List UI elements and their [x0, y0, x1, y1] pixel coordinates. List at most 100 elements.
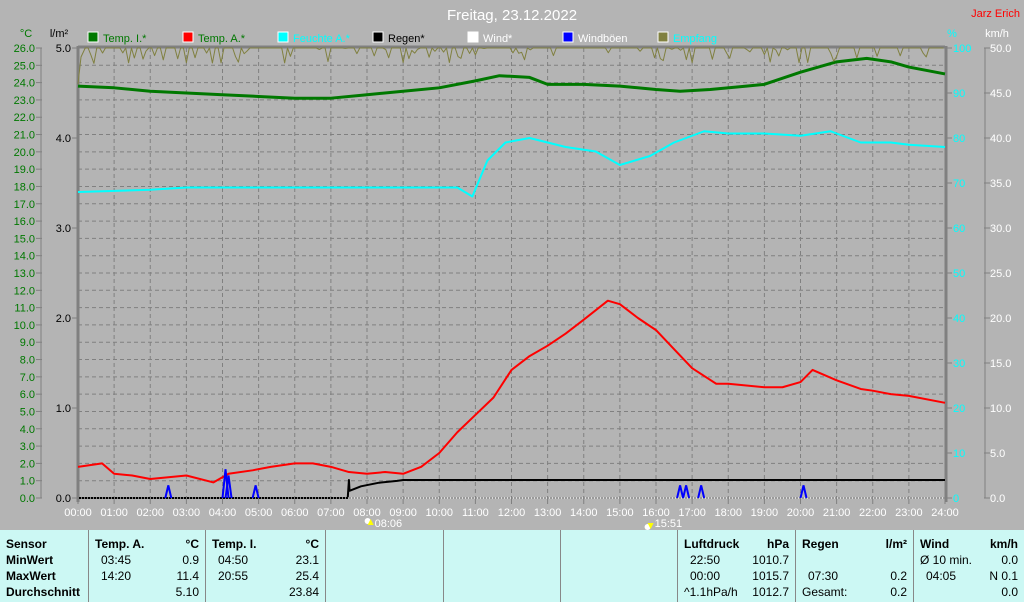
humidity-tick-label: 90 [953, 88, 965, 100]
chart-title: Freitag, 23.12.2022 [447, 7, 577, 24]
legend-swatch [182, 31, 194, 43]
rain-tick-label: 1.0 [56, 403, 71, 415]
temp-tick-label: 25.0 [14, 60, 35, 72]
min-time: 03:45 [101, 553, 132, 567]
series-windböen-spike [676, 485, 685, 499]
x-tick-label: 22:00 [859, 507, 887, 519]
series-feuchte-a [77, 130, 946, 198]
wind-tick-label: 45.0 [990, 88, 1011, 100]
x-tick-label: 17:00 [678, 507, 706, 519]
label-max: MaxWert [6, 569, 56, 583]
max-value: 11.4 [176, 569, 199, 583]
series-empfang [77, 47, 944, 85]
rain-tick-label: 0.0 [56, 493, 71, 505]
legend-label: Empfang [673, 33, 717, 45]
stats-table: Sensor MinWert MaxWert Durchschnitt Temp… [0, 530, 1024, 602]
max-value: 1015.7 [752, 569, 789, 583]
temp-tick-label: 1.0 [20, 476, 35, 488]
unit-rain: l/m² [885, 537, 907, 551]
wind-tick-label: 20.0 [990, 313, 1011, 325]
x-tick-label: 07:00 [317, 507, 345, 519]
col-luftdruck: Luftdruck hPa 22:50 1010.7 00:00 1015.7 ^1.… [677, 530, 795, 602]
humidity-tick-label: 0 [953, 493, 959, 505]
temp-tick-label: 20.0 [14, 147, 35, 159]
total-value: 0.2 [890, 585, 907, 599]
wind-tick-label: 15.0 [990, 358, 1011, 370]
avg-value: 1012.7 [752, 585, 789, 599]
unit-temp-a: °C [185, 537, 199, 551]
x-tick-label: 00:00 [64, 507, 92, 519]
x-tick-label: 20:00 [787, 507, 815, 519]
rain-axis-unit: l/m² [50, 28, 69, 40]
temp-tick-label: 11.0 [14, 303, 35, 315]
unit-kmh: km/h [989, 537, 1018, 551]
min-value: 1010.7 [752, 553, 789, 567]
series-windböen-spike [164, 485, 173, 499]
col-empty-1 [325, 530, 443, 602]
wind-tick-label: 10.0 [990, 403, 1011, 415]
x-tick-label: 08:00 [353, 507, 381, 519]
hdr-regen: Regen [802, 537, 839, 551]
sunset-label: 15:51 [655, 518, 683, 530]
max-time: 14:20 [101, 569, 132, 583]
temp-tick-label: 26.0 [14, 43, 35, 55]
min-time: 22:50 [690, 553, 721, 567]
series-windböen-spike [251, 485, 260, 499]
legend-label: Wind* [483, 33, 513, 45]
wind-tick-label: 30.0 [990, 223, 1011, 235]
humidity-tick-label: 40 [953, 313, 965, 325]
legend-label: Temp. I.* [103, 33, 147, 45]
x-tick-label: 15:00 [606, 507, 634, 519]
avg-label: Ø 10 min. [920, 553, 973, 567]
x-tick-label: 06:00 [281, 507, 309, 519]
temp-tick-label: 19.0 [14, 164, 35, 176]
x-tick-label: 09:00 [389, 507, 417, 519]
temp-tick-label: 14.0 [14, 251, 35, 263]
legend-label: Regen* [388, 33, 425, 45]
temp-tick-label: 24.0 [14, 78, 35, 90]
x-tick-label: 12:00 [498, 507, 526, 519]
series-temp-i [77, 56, 946, 100]
legend-label: Windböen [578, 33, 628, 45]
x-tick-label: 21:00 [823, 507, 851, 519]
x-tick-label: 04:00 [209, 507, 237, 519]
legend-swatch [562, 31, 574, 43]
humidity-tick-label: 10 [953, 448, 965, 460]
max-value: 0.2 [890, 569, 907, 583]
col-regen: Regen l/m² 07:30 0.2 Gesamt: 0.2 [795, 530, 913, 602]
avg-value: 5.10 [175, 585, 199, 599]
wind-tick-label: 50.0 [990, 43, 1011, 55]
hdr-temp-i: Temp. I. [212, 537, 257, 551]
temp-tick-label: 17.0 [14, 199, 35, 211]
x-tick-label: 23:00 [895, 507, 923, 519]
wind-tick-label: 40.0 [990, 133, 1011, 145]
rain-tick-label: 5.0 [56, 43, 71, 55]
temp-tick-label: 13.0 [14, 268, 35, 280]
x-tick-label: 16:00 [642, 507, 670, 519]
max-time: 00:00 [690, 569, 721, 583]
x-tick-label: 14:00 [570, 507, 598, 519]
temp-tick-label: 3.0 [20, 441, 35, 453]
humidity-tick-label: 50 [953, 268, 965, 280]
rain-tick-label: 2.0 [56, 313, 71, 325]
author-label: Jarz Erich [971, 8, 1020, 20]
temp-tick-label: 22.0 [14, 112, 35, 124]
temp-tick-label: 5.0 [20, 406, 35, 418]
weather-chart: Freitag, 23.12.2022 Jarz Erich °C l/m²% km/h… [14, 7, 1020, 530]
series-windböen-spike [697, 485, 706, 499]
max-value: N 0.1 [989, 569, 1018, 583]
avg-value: 0.0 [1001, 553, 1018, 567]
x-tick-label: 13:00 [534, 507, 562, 519]
last-value: 0.0 [1001, 585, 1018, 599]
temp-tick-label: 21.0 [14, 130, 35, 142]
wind-tick-label: 25.0 [990, 268, 1011, 280]
label-min: MinWert [6, 553, 54, 567]
col-sensor: Sensor MinWert MaxWert Durchschnitt [0, 530, 88, 602]
min-value: 23.1 [295, 553, 319, 567]
sunrise-label: 08:06 [375, 518, 403, 530]
avg-value: 23.84 [288, 585, 319, 599]
humidity-axis-unit: % [947, 28, 957, 40]
temp-axis-unit: °C [20, 28, 32, 40]
col-empty-3 [560, 530, 677, 602]
temp-tick-label: 4.0 [20, 424, 35, 436]
